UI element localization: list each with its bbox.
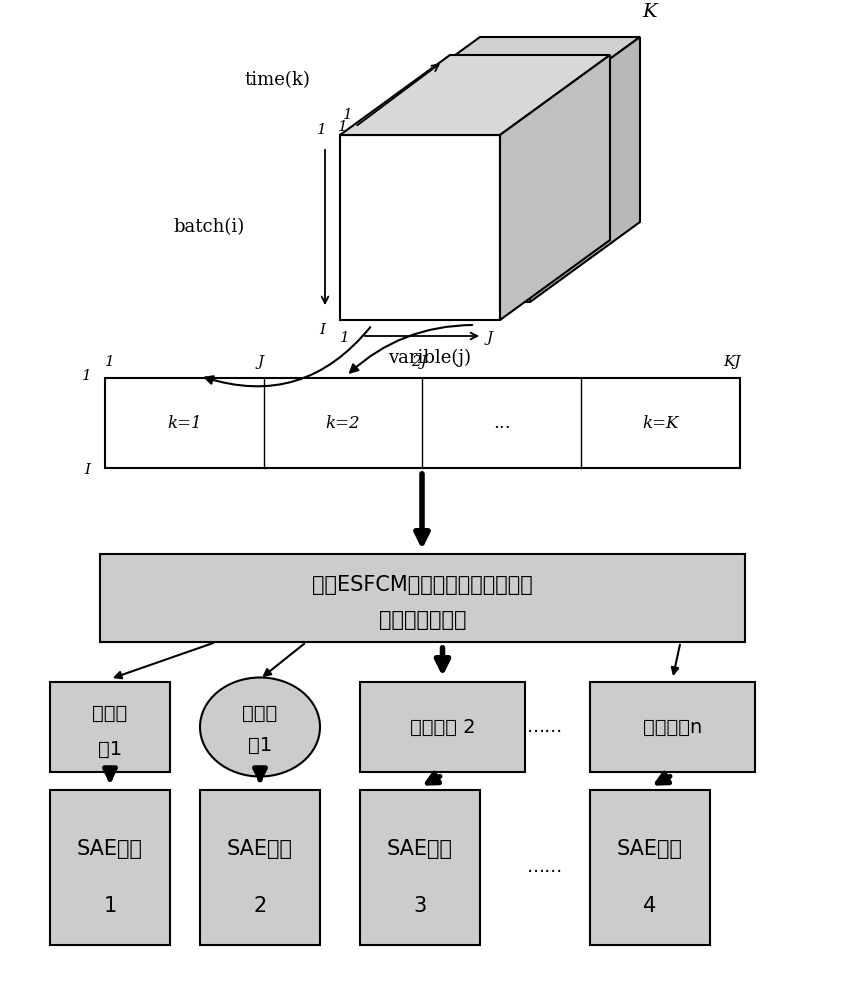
Text: SAE模型: SAE模型 <box>77 839 143 859</box>
Text: 过渡阶: 过渡阶 <box>242 704 278 723</box>
Polygon shape <box>339 135 500 320</box>
Text: I: I <box>84 463 90 477</box>
Text: 稳定阶段 2: 稳定阶段 2 <box>409 718 474 736</box>
Text: K: K <box>642 3 657 21</box>
Polygon shape <box>370 37 639 117</box>
Text: 段1: 段1 <box>247 736 272 754</box>
Text: varible(j): varible(j) <box>388 349 471 367</box>
Text: k=2: k=2 <box>326 414 360 432</box>
Text: 阵进行阶段划分: 阵进行阶段划分 <box>378 610 466 630</box>
Text: 稳定阶段n: 稳定阶段n <box>642 718 701 736</box>
Bar <box>105 378 739 468</box>
Text: I: I <box>319 323 325 337</box>
Text: 2: 2 <box>253 896 267 916</box>
Polygon shape <box>370 117 529 302</box>
Text: 3: 3 <box>413 896 426 916</box>
Text: KJ: KJ <box>722 355 740 369</box>
Bar <box>200 790 320 945</box>
Bar <box>589 682 754 772</box>
Text: SAE模型: SAE模型 <box>227 839 293 859</box>
Text: SAE模型: SAE模型 <box>387 839 452 859</box>
Text: J: J <box>486 331 493 345</box>
Ellipse shape <box>200 678 320 776</box>
Bar <box>50 790 170 945</box>
Text: 2J: 2J <box>411 355 427 369</box>
Text: 1: 1 <box>82 369 92 383</box>
Text: 稳定阶: 稳定阶 <box>92 704 127 723</box>
Polygon shape <box>529 37 639 302</box>
Text: k=1: k=1 <box>167 414 202 432</box>
Text: ……: …… <box>527 858 562 876</box>
Text: 1: 1 <box>343 108 353 122</box>
Text: time(k): time(k) <box>244 71 310 89</box>
Text: batch(i): batch(i) <box>174 219 245 236</box>
Bar <box>360 682 524 772</box>
Text: 4: 4 <box>642 896 656 916</box>
Polygon shape <box>339 55 609 135</box>
Text: ...: ... <box>493 414 510 432</box>
Bar <box>100 554 744 642</box>
Text: 段1: 段1 <box>98 740 122 759</box>
Text: SAE模型: SAE模型 <box>616 839 682 859</box>
Text: 1: 1 <box>340 331 349 345</box>
Polygon shape <box>500 55 609 320</box>
Bar <box>589 790 709 945</box>
Text: k=K: k=K <box>641 414 678 432</box>
Text: 1: 1 <box>103 896 116 916</box>
Bar <box>50 682 170 772</box>
Text: 采用ESFCM聚类算法对所有时间片: 采用ESFCM聚类算法对所有时间片 <box>311 575 533 595</box>
Text: 1: 1 <box>105 355 115 369</box>
Text: ……: …… <box>527 718 562 736</box>
Text: 1: 1 <box>338 120 348 134</box>
Text: 1: 1 <box>316 123 327 137</box>
Bar <box>360 790 479 945</box>
Text: J: J <box>257 355 263 369</box>
